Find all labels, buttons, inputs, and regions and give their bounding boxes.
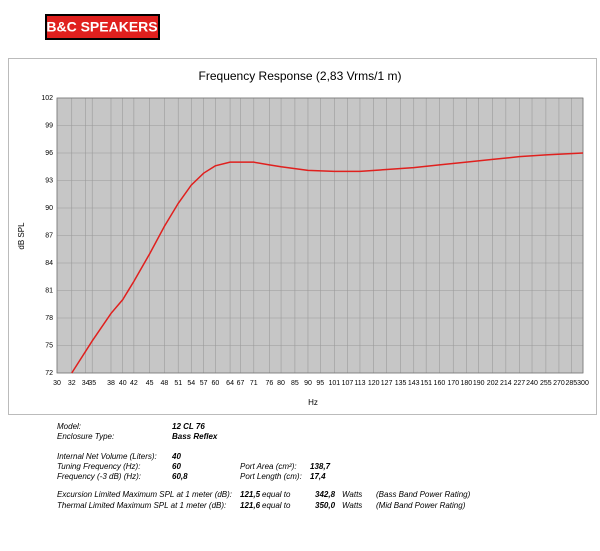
x-tick-label: 90 [304,380,312,387]
spec-value: (Mid Band Power Rating) [376,501,466,510]
x-tick-label: 67 [237,380,245,387]
x-tick-label: 57 [200,380,208,387]
spec-label: Enclosure Type: [57,432,114,441]
spec-label: Tuning Frequency (Hz): [57,462,140,471]
spec-value: 60 [172,462,181,471]
x-tick-label: 180 [460,380,472,387]
response-line [71,152,584,374]
y-tick-label: 75 [45,342,53,349]
x-axis-label: Hz [308,398,318,407]
x-tick-label: 227 [513,380,525,387]
spec-label: Internal Net Volume (Liters): [57,452,157,461]
x-tick-label: 160 [434,380,446,387]
y-tick-label: 102 [41,95,53,102]
logo-inner [47,16,158,38]
y-tick-label: 99 [45,122,53,129]
y-tick-label: 90 [45,205,53,212]
y-tick-label: 81 [45,287,53,294]
x-tick-label: 170 [447,380,459,387]
y-tick-label: 84 [45,260,53,267]
spec-value: (Bass Band Power Rating) [376,490,471,499]
x-tick-label: 127 [381,380,393,387]
x-tick-label: 60 [211,380,219,387]
x-tick-label: 143 [408,380,420,387]
x-tick-label: 80 [277,380,285,387]
chart-title: Frequency Response (2,83 Vrms/1 m) [199,69,402,83]
spec-label: Thermal Limited Maximum SPL at 1 meter (… [57,501,226,510]
spec-label: equal to [262,490,291,499]
x-tick-label: 113 [354,380,365,387]
x-tick-label: 40 [119,380,127,387]
y-axis-label: dB SPL [17,222,26,250]
spec-label: Port Area (cm²): [240,462,297,471]
spec-value: 60,8 [172,472,188,481]
spec-value: 342,8 [315,490,336,499]
spec-value: 350,0 [315,501,336,510]
spec-value: 40 [171,452,181,461]
x-tick-label: 120 [368,380,380,387]
x-tick-label: 285 [565,380,577,387]
x-tick-label: 202 [487,380,499,387]
x-tick-label: 151 [420,380,432,387]
y-tick-label: 72 [45,370,53,377]
x-tick-label: 35 [88,380,96,387]
x-tick-label: 45 [146,380,154,387]
x-tick-label: 214 [500,380,512,387]
x-tick-label: 107 [342,380,354,387]
y-tick-label: 87 [45,232,53,239]
spec-value: 121,6 [240,501,261,510]
spec-label: Watts [342,501,362,510]
y-tick-label: 78 [45,315,53,322]
spec-label: Port Length (cm): [240,472,302,481]
spec-value: 138,7 [310,462,331,471]
spec-value: Bass Reflex [172,432,218,441]
x-tick-label: 38 [107,380,115,387]
spec-value: 121,5 [240,490,261,499]
x-tick-label: 255 [540,380,552,387]
spec-label: Watts [342,490,362,499]
plot-border [56,97,584,374]
x-tick-label: 42 [130,380,138,387]
x-tick-label: 240 [526,380,538,387]
x-tick-label: 101 [328,380,340,387]
spec-label: equal to [262,501,291,510]
x-tick-label: 270 [553,380,565,387]
spec-value: 12 CL 76 [172,422,205,431]
spec-label: Model: [57,422,81,431]
x-tick-label: 30 [53,380,61,387]
y-tick-label: 96 [45,150,53,157]
x-tick-label: 135 [395,380,407,387]
x-tick-label: 34 [82,380,90,387]
spec-value: 17,4 [310,472,326,481]
x-tick-label: 71 [250,380,258,387]
x-tick-label: 85 [291,380,299,387]
x-tick-label: 54 [187,380,195,387]
y-tick-label: 93 [45,177,53,184]
logo: B&C SPEAKERS [46,19,157,35]
x-tick-label: 300 [577,380,589,387]
x-tick-label: 32 [68,380,76,387]
x-tick-label: 48 [160,380,168,387]
x-tick-label: 76 [265,380,273,387]
x-tick-label: 51 [174,380,182,387]
x-tick-label: 95 [316,380,324,387]
x-tick-label: 190 [473,380,485,387]
spec-label: Excursion Limited Maximum SPL at 1 meter… [57,490,232,499]
x-tick-label: 64 [226,380,234,387]
spec-label: Frequency (-3 dB) (Hz): [57,472,141,481]
